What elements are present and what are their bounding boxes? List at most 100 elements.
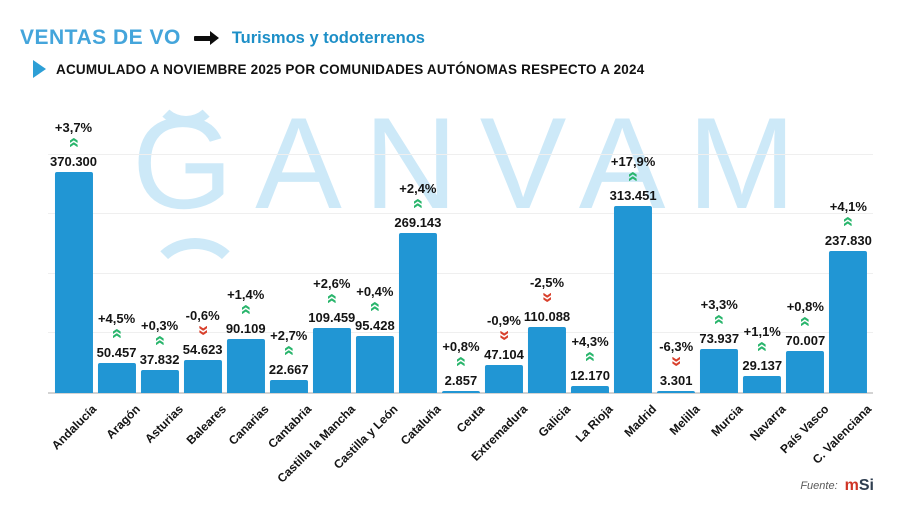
bar [614, 206, 653, 393]
chevron-up-icon: « [235, 304, 257, 316]
bar-group: 73.937 «+3,3% Murcia [698, 150, 745, 439]
subtitle-row: ACUMULADO A NOVIEMBRE 2025 POR COMUNIDAD… [33, 60, 644, 78]
chart-subtitle: ACUMULADO A NOVIEMBRE 2025 POR COMUNIDAD… [56, 61, 645, 77]
chevron-up-icon: « [63, 137, 85, 149]
bar-group: 110.088 «-2,5% Galicia [523, 150, 573, 439]
bar-value-label: 12.170 [570, 367, 610, 383]
bar-change-label: +0,4% [356, 284, 394, 300]
bar [398, 232, 437, 393]
bar-group: 109.459 «+2,6% Castilla la Mancha [274, 150, 357, 486]
bar [441, 391, 480, 393]
bar-change-label: +1,1% [743, 323, 781, 339]
bar-value-label: 29.137 [742, 357, 783, 373]
bar-value-label: 2.857 [444, 373, 478, 388]
chevron-up-icon: « [321, 293, 343, 304]
x-axis-line [48, 392, 873, 394]
bar-value-label: 95.428 [354, 318, 395, 334]
bar-group: 370.300 «+3,7% Andalucía [49, 121, 99, 452]
bar [183, 360, 222, 393]
bar [528, 327, 567, 393]
msi-logo-m: m [844, 477, 859, 494]
bar-change-label: -0,9% [487, 312, 521, 328]
bar-value-label: 269.143 [394, 214, 442, 230]
bar-change-label: +17,9% [610, 154, 656, 170]
bar-change-label: +2,6% [313, 275, 351, 291]
bar-change-label: +1,4% [227, 287, 265, 303]
watermark-text: GANVAM [132, 90, 818, 236]
bar-value-label: 370.300 [50, 154, 98, 170]
gridline [48, 153, 873, 155]
bar-group: 2.857 «+0,8% Ceuta [439, 150, 487, 435]
source-label: Fuente: [800, 480, 838, 492]
bar [140, 370, 179, 393]
chevron-down-icon: « [665, 356, 687, 367]
gridline [48, 332, 873, 334]
bar-value-label: 237.830 [824, 233, 872, 249]
bar-group: 54.623 «-0,6% Baleares [181, 150, 229, 447]
bar-value-label: 90.109 [225, 321, 266, 337]
bar-value-label: 109.459 [308, 309, 356, 325]
bar-value-label: 70.007 [785, 333, 826, 349]
bar-group: 29.137 «+1,1% Navarra [741, 150, 788, 444]
bar-group: 269.143 «+2,4% Cataluña [394, 150, 443, 448]
chevron-up-icon: « [837, 216, 859, 228]
bar-change-label: +4,3% [571, 333, 609, 349]
msi-logo: mSi [845, 478, 874, 494]
bar [484, 364, 524, 393]
bar-change-label: +2,7% [270, 327, 308, 343]
bar [312, 327, 351, 393]
bar-value-label: 73.937 [699, 330, 740, 346]
bar-change-label: +2,4% [399, 180, 437, 196]
bar [269, 379, 308, 393]
chevron-down-icon: « [536, 292, 558, 304]
watermark-ring-icon [147, 238, 243, 324]
bar-change-label: +0,8% [786, 299, 824, 315]
bar [743, 375, 782, 393]
watermark-breve-icon [153, 64, 219, 126]
bar [355, 336, 394, 393]
chevron-up-icon: « [450, 356, 472, 367]
chevron-up-icon: « [622, 171, 644, 183]
bar-value-label: 3.301 [659, 373, 693, 388]
bar-group: 22.667 «+2,7% Cantabria [266, 150, 315, 452]
bar-group: 313.451 «+17,9% Madrid [609, 150, 659, 439]
bar-value-label: 110.088 [523, 309, 571, 325]
msi-logo-si: Si [858, 477, 874, 494]
bar [226, 339, 265, 393]
bar [571, 385, 610, 393]
subtitle-tag: Turismos y todoterrenos [231, 28, 425, 47]
bar-value-label: 47.104 [484, 346, 524, 362]
bar-group: 237.830 «+4,1% C. Valenciana [810, 150, 875, 466]
chevron-up-icon: « [364, 301, 386, 312]
bar-value-label: 22.667 [268, 361, 309, 377]
bar-group: 50.457 «+4,5% Aragón [95, 150, 143, 442]
chevron-up-icon: « [278, 344, 300, 356]
bar-group: 37.832 «+0,3% Asturias [138, 150, 186, 445]
bar-value-label: 50.457 [96, 344, 137, 360]
bar-change-label: +3,3% [700, 296, 738, 312]
bar-change-label: +0,8% [442, 339, 480, 354]
bar-value-label: 313.451 [609, 188, 657, 204]
bar [786, 351, 825, 393]
source-row: Fuente: mSi [800, 478, 874, 494]
bar-change-label: +0,3% [140, 318, 179, 334]
bar-value-label: 37.832 [139, 352, 180, 368]
bar [657, 391, 696, 393]
bar-group: 12.170 «+4,3% La Rioja [569, 150, 616, 445]
bar-change-label: -0,6% [185, 308, 220, 324]
chevron-up-icon: « [579, 350, 601, 362]
bar [97, 362, 136, 393]
chevron-down-icon: « [192, 325, 214, 337]
bar-group: 95.428 «+0,4% Castilla y León [331, 150, 401, 472]
chevron-up-icon: « [149, 335, 171, 347]
bar-change-label: -6,3% [659, 339, 694, 354]
bar [829, 251, 868, 393]
page-title: VENTAS DE VO [20, 26, 181, 49]
chevron-up-icon: « [751, 340, 773, 352]
plot-area: 370.300 «+3,7% Andalucía 50.457 «+4,5% Aragón… [48, 121, 875, 486]
bars-row: 370.300 «+3,7% Andalucía 50.457 «+4,5% Aragón… [49, 121, 875, 486]
gridline [48, 272, 873, 274]
bar-change-label: +4,5% [97, 310, 136, 326]
